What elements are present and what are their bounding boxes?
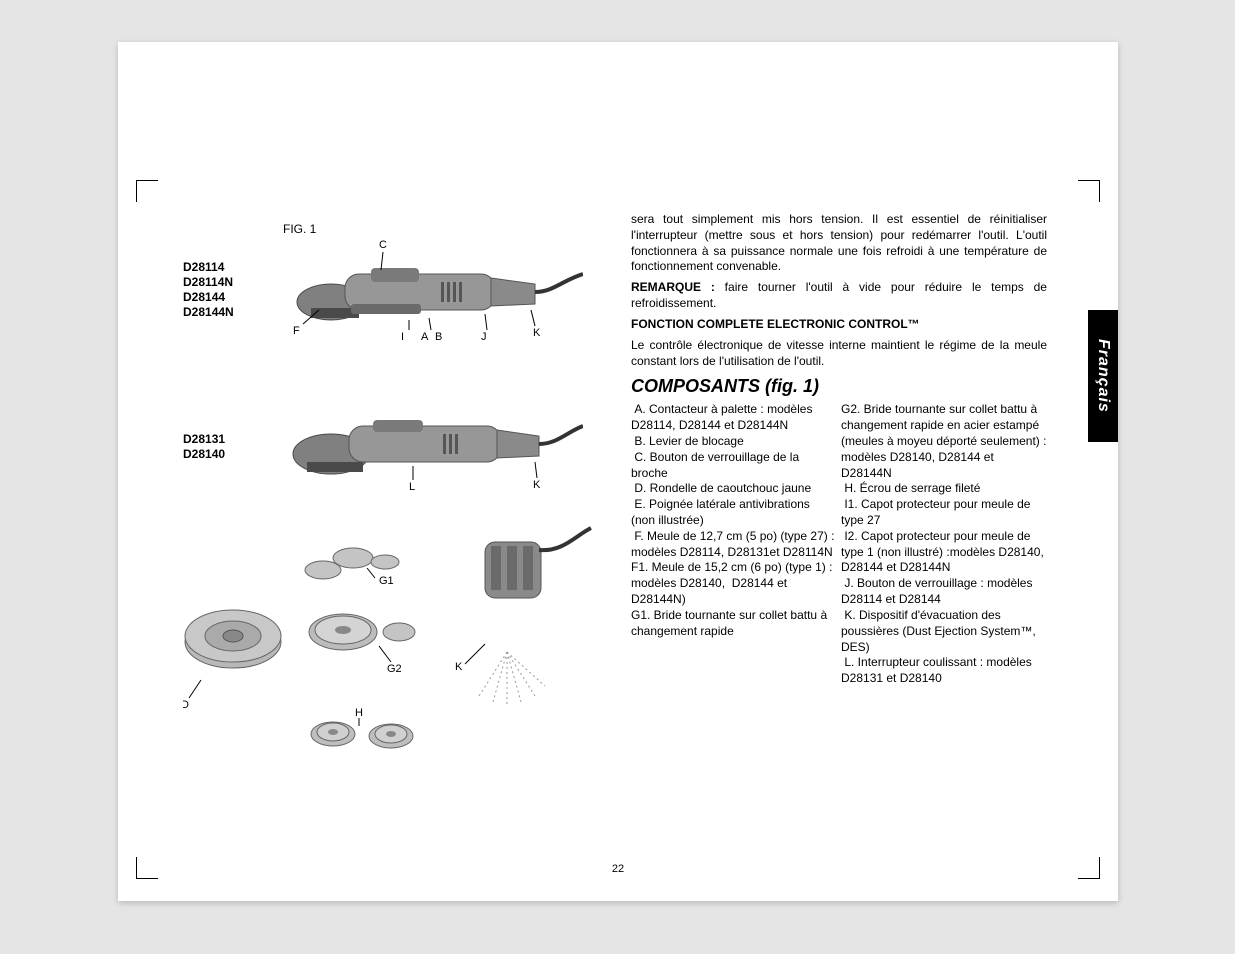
paragraph-2: Le contrôle électronique de vitesse inte…: [631, 338, 1047, 370]
callout-a: A: [421, 331, 429, 342]
model-list-mid: D28131 D28140: [183, 432, 225, 462]
grinder-illustration-mid: L K: [273, 392, 583, 492]
callout-i: I: [401, 331, 404, 342]
callout-g2: G2: [387, 663, 402, 675]
callout-k2: K: [533, 479, 541, 491]
component-list-left: A. Contacteur à palette : modèles D28114…: [631, 402, 837, 687]
body-text: sera tout simplement mis hors tension. I…: [631, 212, 1047, 687]
callout-g1: G1: [379, 575, 394, 587]
paragraph-intro: sera tout simplement mis hors tension. I…: [631, 212, 1047, 275]
callout-d: D: [183, 699, 189, 711]
manual-page: Français FIG. 1 D28114 D28114N D28144 D2…: [118, 42, 1118, 901]
callout-h: H: [355, 707, 363, 719]
composants-title: COMPOSANTS (fig. 1): [631, 375, 1047, 399]
callout-b: B: [435, 331, 442, 342]
callout-k: K: [533, 327, 541, 339]
model-list-top: D28114 D28114N D28144 D28144N: [183, 260, 234, 320]
grinder-illustration-top: C F I A B J K: [273, 232, 583, 342]
callout-j: J: [481, 331, 487, 342]
remark-line: REMARQUE : faire tourner l'outil à vide …: [631, 280, 1047, 312]
accessories-illustration: D G1: [183, 522, 593, 792]
component-list-right: G2. Bride tournante sur collet battu à c…: [841, 402, 1047, 687]
crop-mark: [136, 180, 158, 202]
callout-l: L: [409, 481, 415, 492]
callout-k3: K: [455, 661, 463, 673]
crop-mark: [1078, 180, 1100, 202]
callout-c: C: [379, 239, 387, 251]
subheading: FONCTION COMPLETE ELECTRONIC CONTROL™: [631, 317, 1047, 333]
remark-label: REMARQUE :: [631, 280, 715, 294]
component-columns: A. Contacteur à palette : modèles D28114…: [631, 402, 1047, 687]
callout-f: F: [293, 325, 300, 337]
language-tab: Français: [1088, 310, 1118, 442]
page-number: 22: [118, 863, 1118, 875]
page-content: FIG. 1 D28114 D28114N D28144 D28144N: [183, 222, 1053, 859]
